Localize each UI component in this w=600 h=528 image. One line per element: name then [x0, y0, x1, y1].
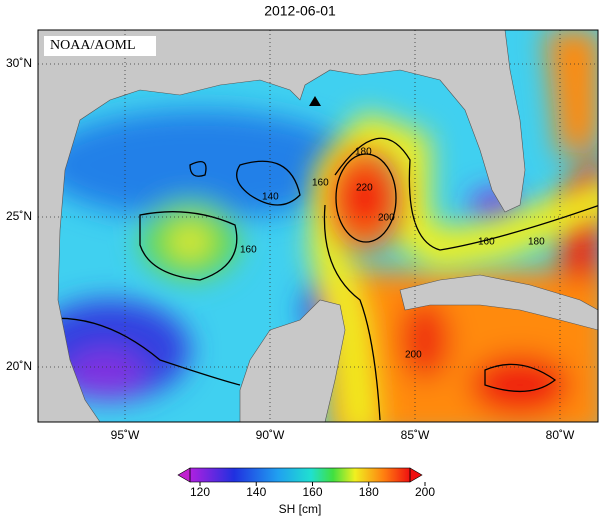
map-frame: [37, 29, 599, 423]
colorbar: [177, 467, 423, 483]
contour-label: 140: [262, 192, 279, 203]
land-north: [38, 30, 526, 422]
lon-label: 80˚W: [546, 428, 575, 442]
colorbar-tick-label: 160: [302, 485, 322, 499]
colorbar-label: SH [cm]: [279, 502, 322, 516]
land-cuba: [399, 274, 598, 331]
contour-label: 180: [528, 237, 545, 248]
contour-labels: 140 160 180 220 200 160 180 160 200: [240, 147, 545, 361]
lon-label: 85˚W: [401, 428, 430, 442]
contour-label: 220: [356, 183, 373, 194]
colorbar-tick-label: 180: [359, 485, 379, 499]
map-title: 2012-06-01: [264, 3, 336, 19]
graticule: [38, 30, 598, 422]
colorbar-tick-label: 120: [190, 485, 210, 499]
station-marker: [309, 96, 321, 106]
contour-label: 180: [355, 147, 372, 158]
contour-label: 160: [240, 245, 257, 256]
contour-label: 160: [478, 237, 495, 248]
lat-label: 25˚N: [6, 209, 32, 223]
map-field: 140 160 180 220 200 160 180 160 200 NOAA…: [38, 30, 598, 422]
lon-label: 95˚W: [111, 428, 140, 442]
lat-label: 30˚N: [6, 56, 32, 70]
land-yucatan: [239, 299, 346, 422]
contour-label: 200: [378, 213, 395, 224]
credit-box: [44, 36, 156, 56]
lat-label: 20˚N: [6, 359, 32, 373]
contour-label: 200: [405, 350, 422, 361]
credit: NOAA/AOML: [50, 38, 136, 53]
contour-label: 160: [312, 178, 329, 189]
colorbar-tick-label: 200: [415, 485, 435, 499]
lon-label: 90˚W: [256, 428, 285, 442]
colorbar-tick-label: 140: [246, 485, 266, 499]
contours: [38, 137, 598, 421]
